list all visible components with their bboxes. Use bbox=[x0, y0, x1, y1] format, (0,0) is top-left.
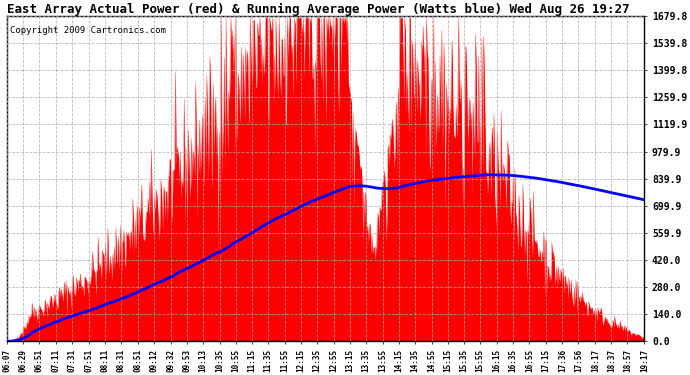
Text: East Array Actual Power (red) & Running Average Power (Watts blue) Wed Aug 26 19: East Array Actual Power (red) & Running … bbox=[8, 3, 630, 16]
Text: Copyright 2009 Cartronics.com: Copyright 2009 Cartronics.com bbox=[10, 26, 166, 34]
